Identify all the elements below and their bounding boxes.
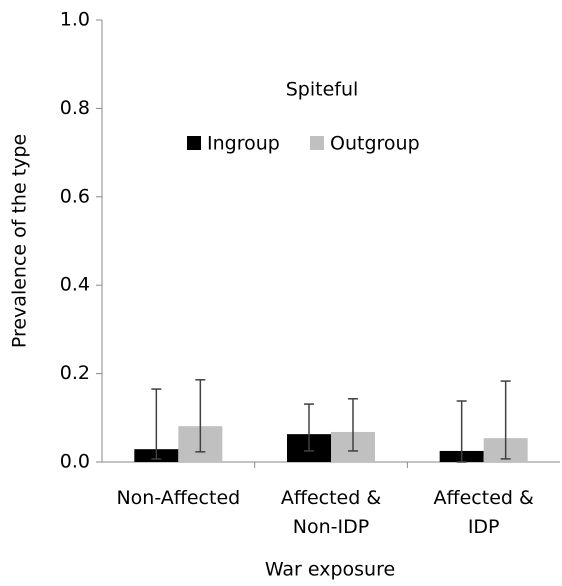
y-axis-title: Prevalence of the type — [9, 134, 31, 348]
y-tick-label: 1.0 — [60, 9, 90, 31]
x-tick-label: Non-Affected — [116, 487, 240, 509]
error-bar — [195, 379, 206, 453]
error-bar — [456, 400, 467, 463]
error-bar — [348, 398, 358, 452]
error-bar — [151, 388, 162, 460]
y-tick-label: 0.4 — [60, 274, 90, 296]
legend-label: Ingroup — [207, 133, 280, 155]
y-tick-label: 0.0 — [60, 451, 90, 473]
x-tick-label-line: Non-IDP — [293, 516, 369, 538]
x-tick-label-line: Affected & — [434, 487, 534, 509]
legend-swatch — [310, 136, 324, 150]
chart-title: Spiteful — [286, 79, 359, 101]
y-tick-label: 0.8 — [60, 97, 90, 119]
legend-label: Outgroup — [330, 133, 420, 155]
error-bar — [500, 380, 511, 460]
y-tick-label: 0.6 — [60, 185, 90, 207]
x-tick-label: Affected & IDP — [434, 487, 534, 538]
error-bar — [304, 403, 314, 452]
y-tick-label: 0.2 — [60, 362, 90, 384]
legend-swatch — [187, 136, 201, 150]
x-tick-label-line: IDP — [468, 516, 500, 538]
x-tick-label: Affected & Non-IDP — [281, 487, 381, 538]
x-tick-label-line: Affected & — [281, 487, 381, 509]
x-tick-label-line: Non-Affected — [116, 487, 240, 509]
x-axis-title: War exposure — [265, 559, 395, 581]
